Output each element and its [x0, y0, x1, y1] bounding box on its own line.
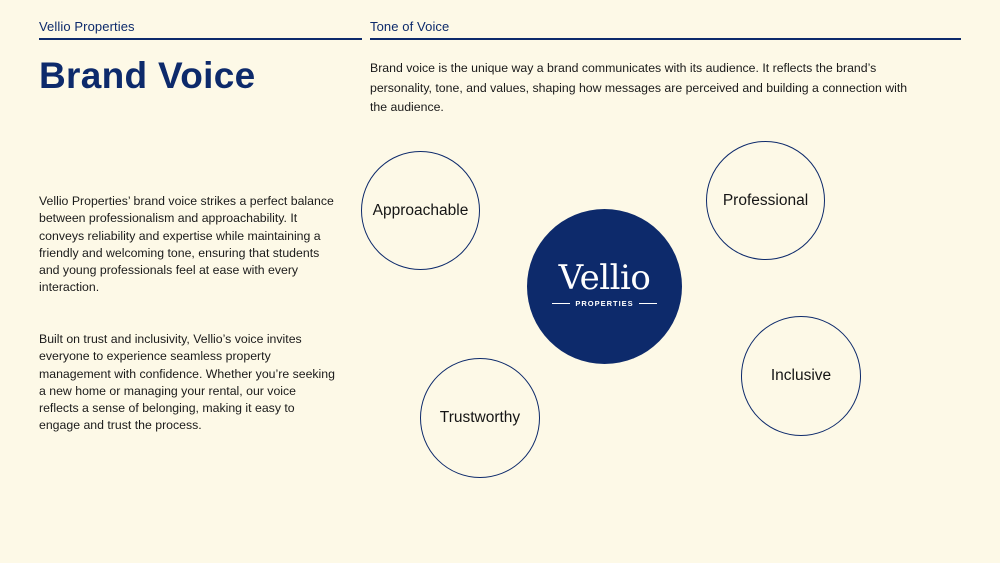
trait-circle-professional: Professional — [706, 141, 825, 260]
header-left-rule — [39, 38, 362, 40]
page-title: Brand Voice — [39, 55, 256, 96]
header-right-label: Tone of Voice — [370, 19, 450, 34]
header-right-rule — [370, 38, 961, 40]
vellio-logo: Vellio PROPERTIES — [527, 209, 682, 364]
trait-circle-inclusive: Inclusive — [741, 316, 861, 436]
body-paragraph-1: Vellio Properties’ brand voice strikes a… — [39, 194, 334, 295]
intro-paragraph: Brand voice is the unique way a brand co… — [370, 61, 908, 114]
header-left-label: Vellio Properties — [39, 19, 135, 34]
logo-dash-left — [552, 303, 571, 304]
trait-label-inclusive: Inclusive — [770, 367, 832, 384]
body-paragraph-2: Built on trust and inclusivity, Vellio’s… — [39, 332, 335, 433]
logo-subtitle: PROPERTIES — [575, 299, 634, 308]
logo-subtitle-row: PROPERTIES — [547, 299, 661, 308]
trait-label-professional: Professional — [722, 191, 809, 209]
trait-circle-trustworthy: Trustworthy — [420, 358, 540, 478]
trait-label-trustworthy: Trustworthy — [439, 409, 521, 426]
trait-circle-approachable: Approachable — [361, 151, 480, 270]
trait-label-approachable: Approachable — [372, 201, 469, 219]
logo-dash-right — [638, 303, 657, 304]
logo-wordmark: Vellio — [558, 258, 651, 298]
